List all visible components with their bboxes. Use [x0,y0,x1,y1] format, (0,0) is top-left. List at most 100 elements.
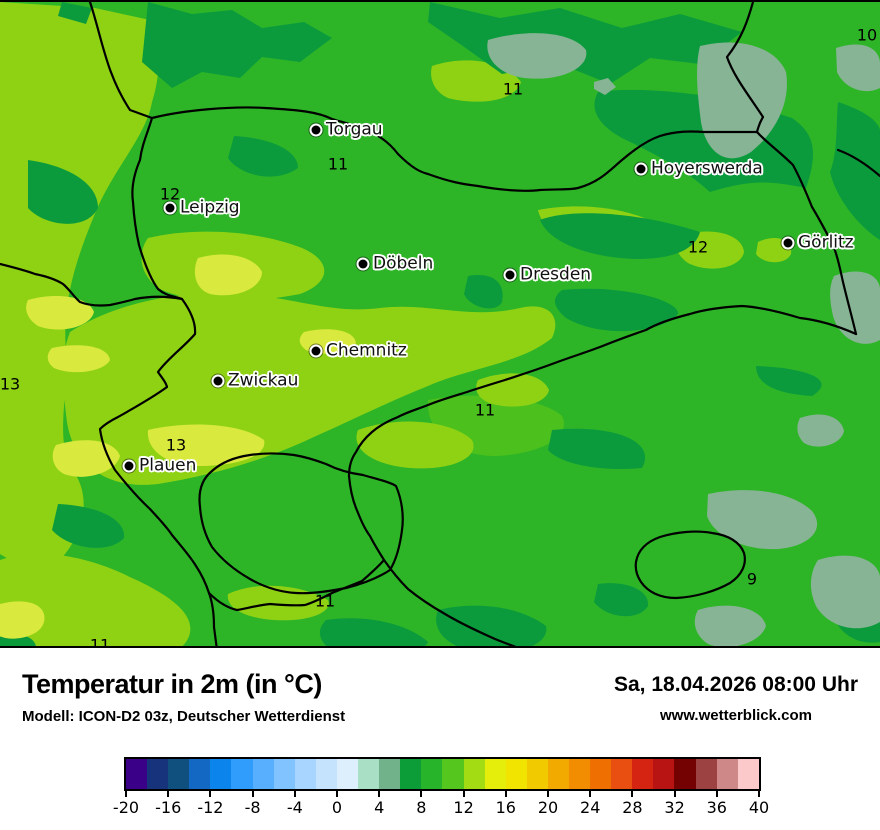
legend-color-segment [400,759,422,789]
legend-color-segment [294,759,316,789]
city-label: Plauen [139,455,197,476]
legend-tick [378,791,381,797]
legend-color-segment [379,759,401,789]
city-label: Torgau [326,119,383,140]
legend-color-segment [716,759,738,789]
border-polish [725,2,858,336]
temperature-legend: -20 -16 -12 -8 -4 0 4 8 12 16 20 24 28 32 36 40 [113,757,769,818]
temperature-map: 10 11 11 12 12 13 11 13 11 9 11 Torgau Leipzig Hoyer… [0,0,880,648]
border-west [98,116,218,646]
legend-color-segment [442,759,464,789]
legend-color-segment [484,759,506,789]
temperature-value-label: 9 [746,569,758,589]
legend-tick-label: 28 [622,798,643,817]
legend-color-segment [568,759,591,789]
legend-tick [758,791,760,797]
legend-tick-label: -16 [155,798,182,817]
border-northeast-stub [836,148,880,178]
legend-tick-labels: -20 -16 -12 -8 -4 0 4 8 12 16 20 24 28 32 36 40 [113,798,769,818]
legend-color-segment [590,759,612,789]
temperature-value-label: 12 [687,237,709,257]
legend-tick-label: 36 [706,798,727,817]
city-dot-icon [358,259,368,269]
city-dot-icon [311,346,321,356]
city-label: Görlitz [798,232,854,253]
legend-color-segment [315,759,337,789]
border-north [88,2,759,192]
legend-color-segment [168,759,190,789]
legend-color-segment [252,759,274,789]
temperature-value-label: 11 [502,79,524,99]
legend-color-segment [463,759,485,789]
legend-color-segment [526,759,548,789]
legend-tick-label: 4 [374,798,385,817]
legend-tick [420,791,423,797]
light-yellow-regions [0,254,356,639]
legend-tick [631,791,634,797]
legend-color-segment [653,759,675,789]
footer-right-block: Sa, 18.04.2026 08:00 Uhr www.wetterblick… [614,673,858,724]
city-dot-icon [124,461,134,471]
border-enclave [634,530,746,600]
legend-tick-label: 32 [664,798,685,817]
legend-tick [715,791,718,797]
city-label: Leipzig [180,197,240,218]
legend-tick-label: -12 [197,798,224,817]
model-info: Modell: ICON-D2 03z, Deutscher Wetterdie… [22,708,346,725]
map-title: Temperatur in 2m (in °C) [22,669,322,699]
legend-tick [589,791,592,797]
website-url: www.wetterblick.com [659,707,812,724]
city-label: Dresden [520,264,592,285]
city-label: Zwickau [228,370,299,391]
legend-ticks [124,791,761,797]
city-dot-icon [311,125,321,135]
legend-colorbar [124,757,761,791]
temperature-value-label: 13 [0,374,21,394]
city-dot-icon [636,164,646,174]
temperature-value-label: 11 [89,635,111,648]
legend-color-segment [421,759,443,789]
legend-tick [209,791,212,797]
city-dot-icon [505,270,515,280]
legend-color-segment [210,759,232,789]
legend-tick-label: -4 [286,798,303,817]
city-dot-icon [213,376,223,386]
gray-green-regions [487,33,880,646]
legend-tick-label: 24 [580,798,601,817]
temperature-value-label: 11 [327,154,349,174]
legend-color-segment [147,759,169,789]
legend-tick [125,791,127,797]
legend-color-segment [737,759,759,789]
border-thuringia [0,262,184,307]
temperature-value-label: 11 [314,591,336,611]
legend-color-segment [632,759,654,789]
legend-tick [462,791,465,797]
legend-color-segment [189,759,211,789]
city-label: Döbeln [373,253,434,274]
legend-tick [251,791,254,797]
city-dot-icon [165,203,175,213]
legend-color-segment [505,759,527,789]
city-label: Hoyerswerda [651,158,763,179]
city-dot-icon [783,238,793,248]
legend-tick-label: 0 [331,798,343,817]
legend-color-segment [611,759,633,789]
border-czech [347,304,858,646]
legend-tick-label: 16 [495,798,516,817]
legend-color-segment [126,759,148,789]
border-south-branch [207,558,386,612]
temperature-value-label: 11 [474,400,496,420]
temperature-value-label: 13 [165,435,187,455]
legend-color-segment [273,759,295,789]
legend-color-segment [336,759,359,789]
border-lines [0,2,880,646]
city-label: Chemnitz [326,340,407,361]
legend-tick [547,791,549,797]
legend-color-segment [695,759,717,789]
legend-tick [504,791,507,797]
temperature-value-label: 12 [159,184,181,204]
legend-tick [167,791,170,797]
legend-tick [336,791,338,797]
map-graphic [0,2,880,646]
legend-color-segment [358,759,380,789]
